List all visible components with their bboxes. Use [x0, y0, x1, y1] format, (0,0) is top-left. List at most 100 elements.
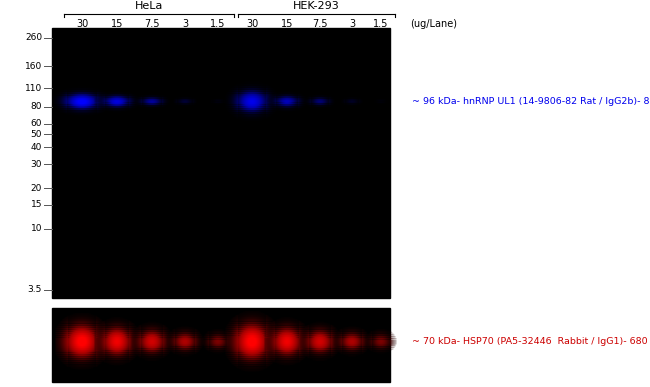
Bar	[81, 317, 83, 318]
Bar	[357, 350, 358, 351]
Bar	[303, 96, 305, 97]
Bar	[272, 111, 274, 112]
Bar	[270, 98, 272, 99]
Bar	[81, 322, 83, 323]
Bar	[66, 109, 68, 110]
Bar	[274, 321, 276, 322]
Bar	[386, 346, 387, 347]
Bar	[136, 106, 138, 107]
Bar	[147, 332, 148, 334]
Bar	[81, 319, 83, 320]
Bar	[96, 343, 97, 344]
Bar	[64, 358, 65, 359]
Bar	[315, 95, 316, 96]
Bar	[107, 351, 109, 352]
Bar	[156, 342, 157, 343]
Bar	[362, 332, 363, 333]
Bar	[339, 330, 340, 331]
Bar	[274, 334, 275, 336]
Bar	[84, 110, 86, 111]
Bar	[286, 364, 287, 365]
Bar	[227, 358, 229, 359]
Bar	[70, 94, 71, 96]
Bar	[276, 346, 278, 348]
Bar	[126, 325, 127, 326]
Bar	[223, 337, 224, 339]
Bar	[290, 339, 291, 340]
Bar	[267, 319, 268, 320]
Bar	[335, 337, 337, 338]
Bar	[177, 346, 179, 347]
Bar	[136, 342, 138, 343]
Bar	[88, 101, 89, 102]
Bar	[352, 97, 353, 98]
Bar	[96, 353, 97, 354]
Bar	[73, 333, 74, 334]
Bar	[126, 360, 127, 361]
Bar	[205, 346, 207, 348]
Bar	[138, 336, 140, 337]
Bar	[318, 340, 320, 341]
Bar	[122, 101, 124, 102]
Bar	[103, 360, 105, 361]
Bar	[256, 339, 257, 340]
Bar	[89, 351, 90, 352]
Bar	[125, 103, 127, 104]
Bar	[265, 333, 266, 334]
Bar	[318, 346, 320, 348]
Bar	[62, 94, 64, 96]
Bar	[136, 342, 138, 344]
Bar	[82, 103, 83, 104]
Bar	[328, 342, 330, 344]
Bar	[302, 351, 303, 352]
Bar	[273, 347, 275, 348]
Bar	[84, 90, 85, 91]
Bar	[281, 104, 282, 106]
Bar	[98, 113, 99, 114]
Bar	[117, 352, 118, 353]
Bar	[226, 325, 228, 326]
Bar	[84, 324, 86, 325]
Bar	[313, 332, 315, 333]
Bar	[83, 91, 84, 92]
Bar	[265, 351, 266, 352]
Bar	[223, 332, 224, 333]
Bar	[227, 332, 229, 333]
Bar	[112, 333, 113, 334]
Bar	[97, 351, 99, 352]
Bar	[387, 333, 389, 334]
Bar	[279, 104, 280, 105]
Bar	[327, 99, 328, 100]
Bar	[317, 334, 318, 335]
Bar	[68, 107, 70, 108]
Bar	[221, 341, 222, 342]
Bar	[304, 338, 306, 339]
Bar	[118, 360, 120, 361]
Bar	[184, 98, 185, 99]
Bar	[246, 320, 248, 321]
Bar	[318, 326, 319, 327]
Bar	[142, 342, 143, 344]
Bar	[226, 349, 228, 350]
Bar	[231, 324, 233, 325]
Bar	[101, 97, 103, 98]
Bar	[249, 361, 250, 363]
Bar	[343, 338, 344, 339]
Bar	[101, 353, 103, 354]
Bar	[119, 104, 120, 105]
Bar	[124, 354, 125, 355]
Bar	[283, 103, 284, 104]
Bar	[107, 325, 108, 326]
Bar	[73, 339, 75, 340]
Bar	[94, 99, 96, 100]
Bar	[114, 104, 116, 105]
Bar	[318, 102, 320, 103]
Bar	[131, 334, 133, 336]
Bar	[281, 322, 283, 323]
Bar	[366, 335, 368, 336]
Bar	[283, 364, 284, 365]
Bar	[274, 342, 275, 343]
Bar	[71, 358, 72, 359]
Bar	[226, 332, 228, 333]
Bar	[207, 346, 208, 347]
